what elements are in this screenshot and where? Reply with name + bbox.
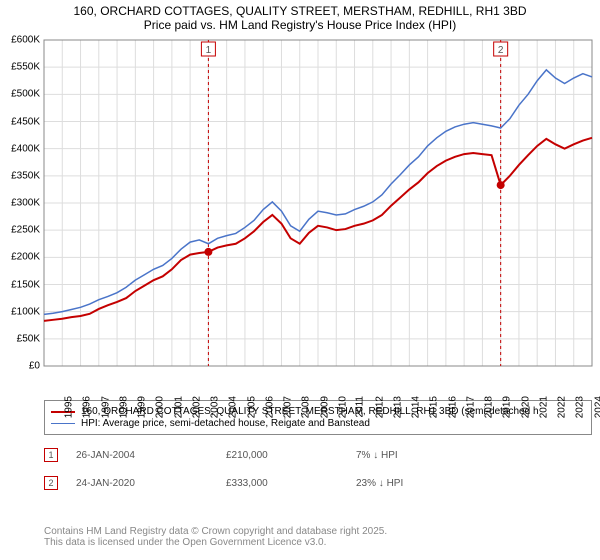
y-axis-label: £500K bbox=[0, 89, 40, 100]
y-axis-label: £450K bbox=[0, 116, 40, 127]
x-axis-label: 2001 bbox=[173, 396, 184, 418]
x-axis-label: 1997 bbox=[100, 396, 111, 418]
sale-delta: 7% ↓ HPI bbox=[356, 450, 398, 461]
sale-marker-box: 2 bbox=[44, 476, 58, 490]
legend-label: HPI: Average price, semi-detached house,… bbox=[81, 418, 370, 429]
x-axis-label: 2002 bbox=[191, 396, 202, 418]
x-axis-label: 2014 bbox=[410, 396, 421, 418]
x-axis-label: 2004 bbox=[228, 396, 239, 418]
x-axis-label: 2017 bbox=[465, 396, 476, 418]
x-axis-label: 2007 bbox=[282, 396, 293, 418]
y-axis-label: £600K bbox=[0, 35, 40, 46]
y-axis-label: £150K bbox=[0, 279, 40, 290]
x-axis-label: 2009 bbox=[319, 396, 330, 418]
sale-marker-box: 1 bbox=[44, 448, 58, 462]
svg-text:1: 1 bbox=[206, 45, 212, 56]
sale-price: £210,000 bbox=[226, 450, 356, 461]
x-axis-label: 2010 bbox=[337, 396, 348, 418]
x-axis-label: 2005 bbox=[246, 396, 257, 418]
x-axis-label: 2016 bbox=[447, 396, 458, 418]
sale-date: 26-JAN-2004 bbox=[76, 450, 226, 461]
y-axis-label: £350K bbox=[0, 170, 40, 181]
x-axis-label: 2024 bbox=[593, 396, 600, 418]
footer-line-1: Contains HM Land Registry data © Crown c… bbox=[44, 526, 387, 537]
x-axis-label: 2022 bbox=[556, 396, 567, 418]
title-line-1: 160, ORCHARD COTTAGES, QUALITY STREET, M… bbox=[8, 4, 592, 18]
x-axis-label: 1995 bbox=[63, 396, 74, 418]
y-axis-label: £550K bbox=[0, 62, 40, 73]
legend-item: HPI: Average price, semi-detached house,… bbox=[51, 418, 585, 429]
x-axis-label: 1998 bbox=[118, 396, 129, 418]
x-axis-label: 2003 bbox=[209, 396, 220, 418]
footer-attribution: Contains HM Land Registry data © Crown c… bbox=[44, 526, 387, 548]
x-axis-label: 2020 bbox=[520, 396, 531, 418]
x-axis-label: 2013 bbox=[392, 396, 403, 418]
y-axis-label: £50K bbox=[0, 333, 40, 344]
legend-swatch bbox=[51, 423, 75, 425]
sale-date: 24-JAN-2020 bbox=[76, 478, 226, 489]
x-axis-label: 2012 bbox=[374, 396, 385, 418]
y-axis-label: £400K bbox=[0, 143, 40, 154]
x-axis-label: 1999 bbox=[136, 396, 147, 418]
y-axis-label: £200K bbox=[0, 252, 40, 263]
sale-row: 1 26-JAN-2004£210,0007% ↓ HPI bbox=[44, 448, 398, 462]
svg-text:2: 2 bbox=[498, 45, 504, 56]
x-axis-label: 2023 bbox=[575, 396, 586, 418]
x-axis-label: 2006 bbox=[264, 396, 275, 418]
x-axis-label: 2019 bbox=[502, 396, 513, 418]
chart-title: 160, ORCHARD COTTAGES, QUALITY STREET, M… bbox=[0, 0, 600, 32]
sale-row: 2 24-JAN-2020£333,00023% ↓ HPI bbox=[44, 476, 403, 490]
x-axis-label: 2000 bbox=[155, 396, 166, 418]
x-axis-label: 2015 bbox=[429, 396, 440, 418]
x-axis-label: 2018 bbox=[483, 396, 494, 418]
x-axis-label: 1996 bbox=[82, 396, 93, 418]
title-line-2: Price paid vs. HM Land Registry's House … bbox=[8, 18, 592, 32]
y-axis-label: £250K bbox=[0, 225, 40, 236]
sale-price: £333,000 bbox=[226, 478, 356, 489]
footer-line-2: This data is licensed under the Open Gov… bbox=[44, 537, 387, 548]
x-axis-label: 2008 bbox=[301, 396, 312, 418]
price-chart: 12 bbox=[44, 40, 592, 366]
y-axis-label: £0 bbox=[0, 361, 40, 372]
y-axis-label: £300K bbox=[0, 198, 40, 209]
x-axis-label: 2021 bbox=[538, 396, 549, 418]
sale-delta: 23% ↓ HPI bbox=[356, 478, 403, 489]
x-axis-label: 2011 bbox=[355, 396, 366, 418]
y-axis-label: £100K bbox=[0, 306, 40, 317]
